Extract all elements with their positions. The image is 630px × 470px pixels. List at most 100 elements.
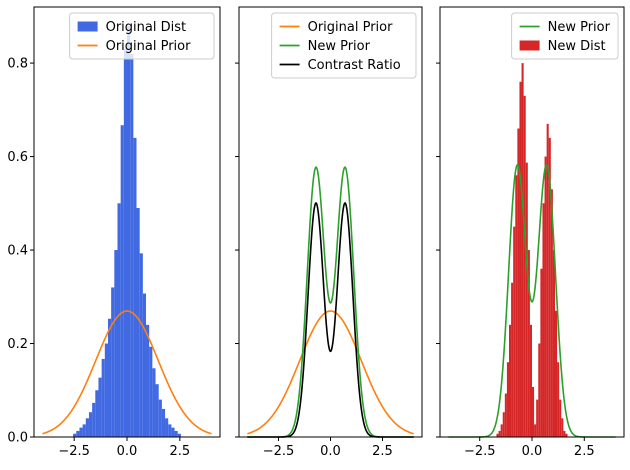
histogram-bar xyxy=(136,207,140,437)
histogram-bar xyxy=(506,362,509,437)
original-prior-line xyxy=(247,310,414,435)
histogram-bar xyxy=(123,49,127,437)
histogram-bar xyxy=(527,250,530,437)
histogram-bar xyxy=(548,137,551,437)
histogram-bar xyxy=(521,63,524,438)
histogram-bar xyxy=(114,250,118,437)
histogram-bar xyxy=(168,424,172,437)
histogram-bar xyxy=(519,81,522,438)
legend-label-new-prior: New Prior xyxy=(308,39,371,54)
histogram-bar xyxy=(552,250,555,437)
histogram-bar xyxy=(515,175,518,437)
legend-swatch-original-dist xyxy=(77,21,98,32)
y-tick-label: 0.6 xyxy=(7,150,28,165)
histogram-bar xyxy=(152,368,156,437)
histogram-bar xyxy=(565,433,568,437)
histogram-bar xyxy=(174,430,178,437)
histogram-bar xyxy=(532,386,535,437)
histogram-bar xyxy=(540,268,543,437)
histogram-bar xyxy=(171,427,175,437)
histogram-bar xyxy=(517,128,520,438)
histogram-bar xyxy=(155,384,159,437)
y-tick-label: 0.8 xyxy=(7,57,28,72)
histogram-bar xyxy=(104,343,108,437)
histogram-bar xyxy=(557,362,560,437)
histogram-bar xyxy=(559,399,562,437)
histogram-bar xyxy=(101,358,105,437)
y-tick-label: 0.0 xyxy=(7,431,28,446)
histogram-bar xyxy=(79,427,83,437)
histogram-bar xyxy=(133,137,137,437)
legend: Original Dist Original Prior xyxy=(69,12,215,60)
y-tick-label: 0.4 xyxy=(7,244,28,259)
legend-label-original-prior: Original Prior xyxy=(308,20,394,35)
histogram-bar xyxy=(498,430,501,437)
x-tick-label: −2.5 xyxy=(263,444,295,459)
y-tick-label: 0.2 xyxy=(7,337,28,352)
x-tick-label: 0.0 xyxy=(522,444,543,459)
histogram-bar xyxy=(523,95,526,437)
histogram-bar xyxy=(546,123,549,437)
histogram-bar xyxy=(88,412,93,437)
legend-label-new-dist: New Dist xyxy=(548,39,606,54)
histogram-bar xyxy=(538,343,541,437)
histogram-bar xyxy=(504,393,507,437)
histogram-bar xyxy=(98,377,102,437)
x-tick-label: −2.5 xyxy=(464,444,496,459)
histogram-bar xyxy=(139,253,143,437)
chart-panel-middle: −2.5 0.0 2.5 Original Prior New Prior Contras… xyxy=(235,6,423,459)
legend-label-new-prior: New Prior xyxy=(548,20,611,35)
legend-box xyxy=(271,12,417,79)
histogram-bar xyxy=(120,125,124,437)
legend-label-original-prior: Original Prior xyxy=(106,39,192,54)
new-prior-line xyxy=(247,166,414,438)
histogram-bar xyxy=(165,418,169,437)
legend-box xyxy=(69,12,215,60)
histogram-bar xyxy=(82,424,86,437)
histogram-bar xyxy=(149,346,153,437)
chart-panel-right: −2.5 0.0 2.5 New Prior New Dist xyxy=(436,6,625,459)
histogram-bar xyxy=(555,310,558,437)
histogram-bar xyxy=(513,226,516,437)
legend-label-contrast-ratio: Contrast Ratio xyxy=(308,58,401,73)
histogram-bar xyxy=(500,424,503,437)
histogram-bar xyxy=(127,25,131,438)
histogram-bar xyxy=(502,412,505,437)
histogram-bar xyxy=(76,430,80,437)
histogram-bar xyxy=(95,390,99,437)
histogram-bar xyxy=(111,287,115,437)
x-tick-label: −2.5 xyxy=(58,444,90,459)
histogram-bar xyxy=(509,324,512,437)
x-tick-label: 2.5 xyxy=(574,444,595,459)
histogram-bar xyxy=(544,156,547,437)
x-tick-label: 0.0 xyxy=(320,444,341,459)
histogram-bar xyxy=(529,324,532,437)
histogram-bar xyxy=(146,324,150,437)
histogram-bar xyxy=(496,433,499,437)
x-tick-label: 2.5 xyxy=(372,444,393,459)
histogram-bar xyxy=(130,53,134,437)
contrast-ratio-line xyxy=(247,202,414,438)
histogram-bar xyxy=(73,433,77,437)
histogram-bar xyxy=(563,430,566,437)
original-prior-line xyxy=(42,310,212,435)
histogram-bar xyxy=(85,418,89,437)
legend-label-original-dist: Original Dist xyxy=(106,20,187,35)
legend-swatch-new-dist xyxy=(519,40,540,51)
histogram-bar xyxy=(158,399,162,437)
histogram-bar xyxy=(542,203,545,437)
x-tick-label: 0.0 xyxy=(117,444,138,459)
histogram-bar xyxy=(92,402,96,437)
legend: Original Prior New Prior Contrast Ratio xyxy=(271,12,417,79)
histogram-bar xyxy=(161,408,166,437)
histogram-bar xyxy=(536,399,539,437)
histogram-bar xyxy=(550,189,553,437)
histogram-bar xyxy=(534,424,537,437)
x-tick-label: 2.5 xyxy=(169,444,190,459)
histogram-bar xyxy=(177,433,181,437)
legend: New Prior New Dist xyxy=(511,12,619,60)
histogram-bar xyxy=(525,162,528,438)
histogram-bar xyxy=(107,318,112,437)
